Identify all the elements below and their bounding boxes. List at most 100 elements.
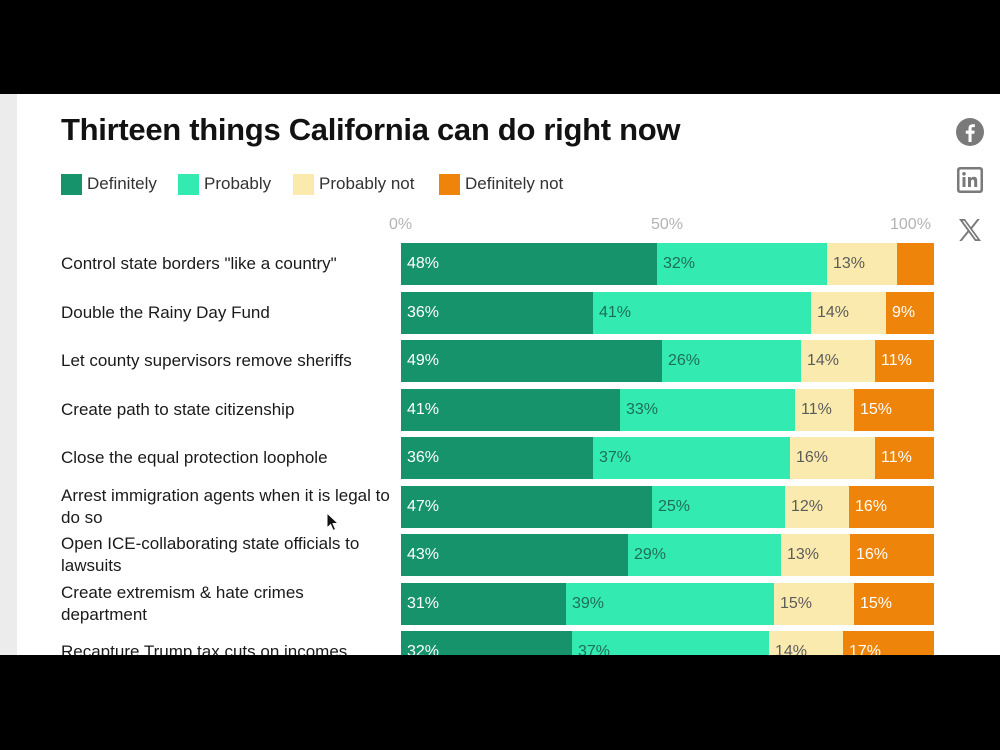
bar-track: 36% 41% 14% 9% <box>401 291 934 334</box>
bar-segment-definitely-not <box>875 437 934 479</box>
bar-segment-probably-not <box>774 582 854 625</box>
bar-segment-probably <box>593 437 790 479</box>
legend-item-probably-not: Probably not <box>293 172 414 196</box>
legend-swatch-definitely <box>61 173 82 195</box>
data-label: 15% <box>860 400 893 418</box>
bar-segment-probably-not <box>801 340 875 382</box>
bar-track: 36% 37% 16% 11% <box>401 437 934 479</box>
legend-label-definitely: Definitely <box>87 174 157 193</box>
bar-row: Create extremism & hate crimes departmen… <box>0 582 1000 625</box>
chart-rows: Control state borders "like a country" 48… <box>0 94 1000 655</box>
category-label: Arrest immigration agents when it is leg… <box>61 485 390 527</box>
data-label: 14% <box>817 303 850 321</box>
bar-segment-definitely <box>401 582 566 625</box>
bar-segment-definitely-not <box>897 243 934 285</box>
category-label: Close the equal protection loophole <box>61 448 328 467</box>
data-label: 36% <box>407 303 440 321</box>
data-label: 31% <box>407 594 440 612</box>
linkedin-icon[interactable] <box>954 164 986 196</box>
bar-row: Let county supervisors remove sheriffs 49… <box>0 340 1000 382</box>
legend-label-definitely-not: Definitely not <box>465 174 564 193</box>
bar-segment-probably <box>628 534 781 576</box>
data-label: 15% <box>780 594 813 612</box>
bar-segment-probably-not <box>781 534 850 576</box>
mouse-pointer-icon <box>326 512 340 532</box>
category-label: Control state borders "like a country" <box>61 254 337 273</box>
bar-segment-definitely-not <box>886 291 934 334</box>
bar-segment-definitely <box>401 631 572 655</box>
x-tick-label: 0% <box>389 216 413 233</box>
category-label: Recapture Trump tax cuts on incomes <box>61 642 348 655</box>
category-label: Create path to state citizenship <box>61 399 295 419</box>
data-label: 13% <box>833 255 866 272</box>
bar-segment-definitely-not <box>854 582 934 625</box>
legend-swatch-probably-not <box>293 173 314 195</box>
x-icon[interactable] <box>954 214 986 246</box>
bar-segment-definitely-not <box>849 485 934 528</box>
bar-segment-definitely <box>401 485 652 528</box>
bar-segment-probably <box>593 291 811 334</box>
bar-track: 31% 39% 15% 15% <box>401 582 934 625</box>
legend-item-definitely: Definitely <box>61 172 157 196</box>
bar-row: Create path to state citizenship 41% 33% 11… <box>0 388 1000 431</box>
data-label: 14% <box>807 352 840 369</box>
bar-segment-definitely <box>401 340 662 382</box>
category-label: Open ICE-collaborating state officials t… <box>61 534 360 575</box>
bar-segment-probably-not <box>811 291 886 334</box>
bar-segment-probably-not <box>827 243 897 285</box>
data-label: 48% <box>407 255 440 272</box>
bar-segment-probably <box>620 388 795 431</box>
bar-track: 47% 25% 12% 16% <box>401 485 934 528</box>
left-scroll-strip <box>0 94 17 655</box>
legend-swatch-probably <box>178 173 199 195</box>
data-label: 47% <box>407 497 440 515</box>
chart-viewport: Thirteen things California can do right … <box>0 94 1000 655</box>
bar-segment-probably <box>662 340 801 382</box>
data-label: 33% <box>626 400 659 418</box>
data-label: 14% <box>775 643 808 655</box>
data-label: 11% <box>801 400 832 418</box>
data-label: 16% <box>856 546 889 563</box>
bar-track: 41% 33% 11% 15% <box>401 388 934 431</box>
bar-segment-definitely-not <box>875 340 934 382</box>
data-label: 16% <box>855 497 888 515</box>
data-label: 36% <box>407 449 440 466</box>
data-label: 32% <box>407 643 440 655</box>
x-tick-label: 100% <box>890 216 931 233</box>
bar-segment-definitely-not <box>850 534 934 576</box>
bar-row: Close the equal protection loophole 36% 37… <box>0 437 1000 479</box>
bar-row: Double the Rainy Day Fund 36% 41% 14% 9% <box>0 291 1000 334</box>
bar-row: Arrest immigration agents when it is leg… <box>0 485 1000 528</box>
bar-row: Control state borders "like a country" 48… <box>0 243 1000 285</box>
bar-track: 32% 37% 14% 17% <box>401 631 934 655</box>
bar-segment-definitely <box>401 243 657 285</box>
data-label: 11% <box>881 449 912 466</box>
bar-track: 49% 26% 14% 11% <box>401 340 934 382</box>
legend-label-probably-not: Probably not <box>319 174 415 193</box>
data-label: 15% <box>860 594 893 612</box>
bar-segment-probably <box>566 582 774 625</box>
data-label: 49% <box>407 352 440 369</box>
bar-segment-definitely <box>401 291 593 334</box>
facebook-icon[interactable] <box>954 116 986 148</box>
data-label: 41% <box>407 400 440 418</box>
legend-swatch-definitely-not <box>439 173 460 195</box>
bar-segment-definitely-not <box>843 631 934 655</box>
bar-segment-definitely <box>401 534 628 576</box>
data-label: 41% <box>599 303 632 321</box>
bar-row: Recapture Trump tax cuts on incomes 32% 37… <box>0 631 1000 655</box>
bar-segment-probably <box>652 485 785 528</box>
data-label: 11% <box>881 352 912 369</box>
x-tick-label: 50% <box>651 216 684 233</box>
data-label: 9% <box>892 303 916 321</box>
data-label: 26% <box>668 352 701 369</box>
data-label: 12% <box>791 497 824 515</box>
bar-segment-definitely-not <box>854 388 934 431</box>
data-label: 17% <box>849 643 882 655</box>
legend-label-probably: Probably <box>204 174 272 193</box>
data-label: 16% <box>796 449 829 466</box>
bar-segment-probably <box>657 243 827 285</box>
legend-item-probably: Probably <box>178 172 271 196</box>
data-label: 32% <box>663 255 696 272</box>
data-label: 29% <box>634 546 667 563</box>
